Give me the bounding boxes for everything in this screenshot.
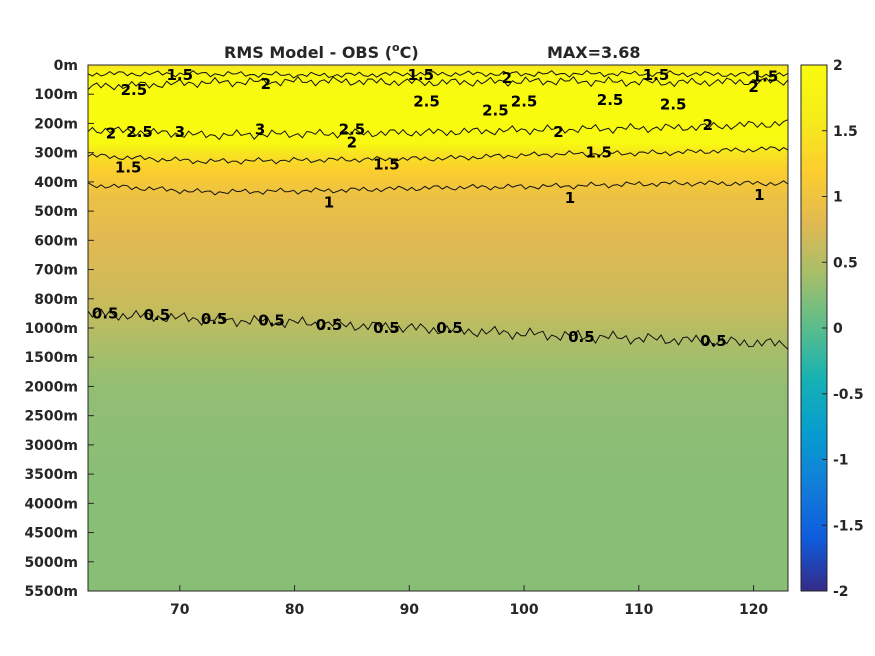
- x-tick-label: 80: [285, 602, 305, 618]
- y-tick-label: 2000m: [24, 379, 78, 395]
- title-group: RMS Model - OBS (oC) MAX=3.68: [224, 41, 641, 62]
- y-axis-ticks: 0m 100m 200m 300m 400m 500m 600m 700m 800m 1000m 1…: [24, 58, 94, 600]
- y-tick-label: 700m: [34, 263, 78, 279]
- chart-title: RMS Model - OBS (oC): [224, 41, 419, 62]
- y-tick-label: 1000m: [24, 321, 78, 337]
- colorbar-tick-label: 1.5: [833, 124, 858, 140]
- x-tick-label: 100: [509, 602, 538, 618]
- contour-label: 0.5: [201, 310, 228, 328]
- plot-field: [88, 65, 788, 591]
- y-tick-label: 600m: [34, 233, 78, 249]
- y-tick-label: 500m: [34, 204, 78, 220]
- contour-label: 0.5: [373, 319, 400, 337]
- contour-label: 2: [347, 133, 357, 151]
- contour-line-1-5: [88, 69, 788, 79]
- x-tick-label: 110: [624, 602, 653, 618]
- contour-label: 2.5: [121, 81, 148, 99]
- y-tick-label: 5500m: [24, 584, 78, 600]
- y-tick-label: 2500m: [24, 409, 78, 425]
- x-tick-label: 120: [739, 602, 768, 618]
- contour-label: 2.5: [597, 91, 624, 109]
- contour-labels: 1.5 2 1.5 2 1.5 1.522.52.5 2.5 2.52.52.52 2.5 3 3 2…: [92, 66, 778, 350]
- contour-line-2: [88, 76, 788, 91]
- contour-label: 1.5: [752, 68, 779, 86]
- colorbar-tick-label: 0: [833, 321, 843, 337]
- contour-label: 3: [255, 120, 265, 138]
- y-tick-label: 400m: [34, 175, 78, 191]
- contour-label: 1: [324, 193, 334, 211]
- y-tick-label: 100m: [34, 87, 78, 103]
- colorbar-tick-label: -1.5: [833, 518, 864, 534]
- contour-label: 1.5: [585, 144, 612, 162]
- y-tick-label: 300m: [34, 146, 78, 162]
- contour-label: 1.5: [643, 66, 670, 84]
- contour-label: 2.5: [660, 96, 687, 114]
- colorbar-tick-label: -2: [833, 584, 849, 600]
- max-label: MAX=3.68: [547, 43, 641, 62]
- contour-label: 2: [502, 69, 512, 87]
- contour-label: 1: [565, 189, 575, 207]
- y-tick-label: 4000m: [24, 496, 78, 512]
- contour-label: 1.5: [167, 66, 194, 84]
- contour-label: 0.5: [316, 316, 343, 334]
- contour-label: 0.5: [258, 312, 285, 330]
- contour-label: 2: [748, 78, 758, 96]
- contour-label: 1.5: [115, 158, 142, 176]
- y-tick-label: 0m: [54, 58, 78, 74]
- contour-label: 2: [106, 125, 116, 143]
- colorbar-tick-label: 1: [833, 190, 843, 206]
- contour-label: 2: [702, 116, 712, 134]
- contour-label: 2.5: [126, 123, 153, 141]
- contour-line-0-5: [88, 308, 788, 350]
- contour-line-2: [88, 119, 788, 141]
- y-tick-label: 3500m: [24, 467, 78, 483]
- contour-line-1-5: [88, 146, 788, 165]
- colorbar-tick-label: -0.5: [833, 387, 864, 403]
- contour-lines: [88, 69, 788, 350]
- colorbar-tick-label: -1: [833, 453, 849, 469]
- contour-label: 1.5: [408, 66, 435, 84]
- contour-label: 1: [754, 186, 764, 204]
- x-axis-ticks: 70 80 90 100 110 120: [170, 585, 768, 618]
- contour-label: 2.5: [511, 93, 538, 111]
- y-tick-label: 3000m: [24, 438, 78, 454]
- x-tick-label: 90: [400, 602, 420, 618]
- colorbar-tick-label: 0.5: [833, 255, 858, 271]
- colorbar-ticks: 2 1.5 1 0.5 0 -0.5 -1 -1.5 -2: [822, 58, 864, 600]
- contour-label: 2: [261, 75, 271, 93]
- contour-label: 2.5: [482, 101, 509, 119]
- y-tick-label: 800m: [34, 292, 78, 308]
- y-tick-label: 1500m: [24, 350, 78, 366]
- colorbar-tick-label: 2: [833, 58, 843, 74]
- contour-label: 2: [553, 123, 563, 141]
- contour-label: 0.5: [92, 304, 119, 322]
- contour-label: 2.5: [413, 93, 440, 111]
- contour-line-1: [88, 179, 788, 196]
- title-unit-end: C): [400, 43, 419, 62]
- contour-label: 1.5: [373, 155, 400, 173]
- y-tick-label: 4500m: [24, 526, 78, 542]
- y-tick-label: 200m: [34, 116, 78, 132]
- contour-label: 3: [175, 123, 185, 141]
- title-unit-superscript: o: [392, 41, 400, 54]
- contour-label: 0.5: [568, 328, 595, 346]
- contour-label: 2.5: [339, 120, 366, 138]
- contour-label: 0.5: [144, 306, 171, 324]
- contour-label: 0.5: [700, 332, 727, 350]
- y-tick-label: 5000m: [24, 555, 78, 571]
- contour-label: 0.5: [436, 319, 463, 337]
- x-tick-label: 70: [170, 602, 190, 618]
